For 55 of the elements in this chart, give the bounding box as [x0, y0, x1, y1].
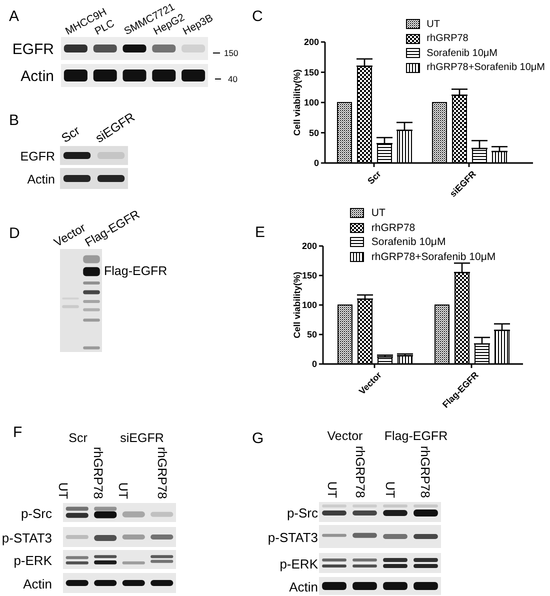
category-label: Actin [27, 172, 55, 186]
chart-title: E [255, 224, 266, 241]
legend-label: UT [426, 18, 440, 30]
category-label: p-ERK [14, 553, 52, 568]
category-label: p-Src [286, 506, 318, 520]
category-label: 40 [228, 74, 238, 84]
category-label: p-STAT3 [2, 530, 52, 546]
category-label: Scr [59, 124, 82, 146]
legend-label: UT [371, 207, 386, 220]
text: siEGFR [120, 431, 164, 445]
chart-title: C [252, 8, 263, 25]
legend-label: rhGRP78 [426, 33, 468, 44]
y-tick-label: 0 [314, 158, 319, 168]
category-label: Actin [20, 68, 54, 85]
legend-label: Sorafenib 10μM [426, 48, 498, 59]
category-label: rhGRP78 [155, 446, 169, 500]
y-tick-label: 150 [302, 270, 317, 281]
category-label: rhGRP78 [418, 446, 432, 498]
category-label: 150 [224, 48, 238, 58]
category-label: p-Src [20, 506, 52, 521]
category-label: UT [325, 481, 339, 498]
category-label: EGFR [12, 41, 54, 58]
text: B [9, 112, 20, 129]
legend-label: Sorafenib 10μM [371, 236, 446, 248]
category-label: UT [116, 482, 130, 500]
category-label: EGFR [20, 150, 55, 164]
y-tick-label: 100 [302, 300, 317, 310]
legend-label: rhGRP78+Sorafenib 10μM [426, 62, 545, 74]
legend-label: rhGRP78+Sorafenib 10μM [371, 250, 496, 263]
category-label: p-ERK [280, 556, 318, 572]
y-tick-label: 200 [302, 241, 317, 252]
y-tick-label: 100 [304, 98, 319, 108]
y-axis-title: Cell viability(%) [292, 69, 302, 136]
y-axis-title: Cell viability(%) [292, 272, 302, 338]
text: G [252, 430, 264, 447]
text: Scr [68, 431, 88, 445]
text: F [13, 424, 22, 441]
legend-label: rhGRP78 [371, 222, 416, 234]
category-label: Actin [23, 576, 52, 592]
category-label: p-STAT3 [268, 530, 318, 545]
category-label: UT [56, 482, 70, 500]
text: D [9, 225, 20, 242]
category-label: Actin [289, 580, 318, 594]
y-tick-label: 0 [312, 359, 317, 370]
category-label: rhGRP78 [353, 446, 367, 498]
y-tick-label: 150 [304, 67, 319, 78]
text: Vector [327, 429, 363, 443]
category-label: UT [383, 481, 397, 498]
y-tick-label: 200 [304, 37, 319, 48]
category-label: rhGRP78 [91, 446, 105, 500]
text: Flag-EGFR [384, 429, 448, 443]
text: A [9, 8, 20, 25]
category-label: Flag-EGFR [104, 264, 168, 278]
y-tick-label: 50 [308, 128, 319, 138]
y-tick-label: 50 [306, 330, 317, 340]
